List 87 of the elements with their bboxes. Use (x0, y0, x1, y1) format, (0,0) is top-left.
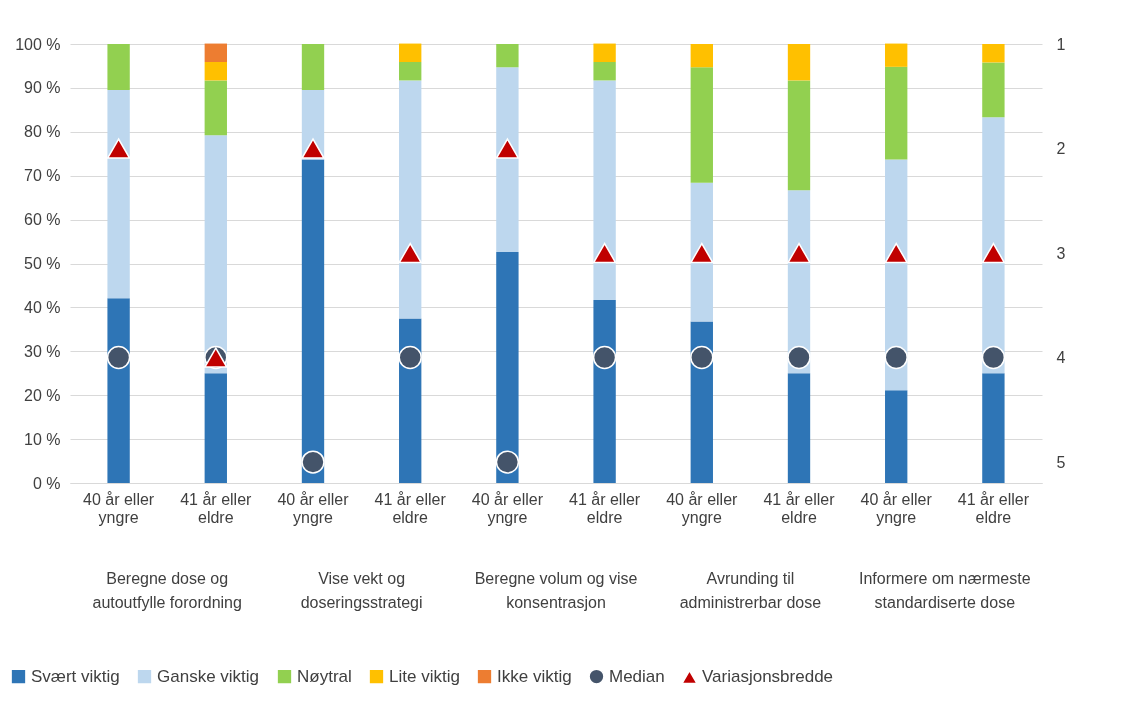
point (690, 242, 714, 264)
legend-label: Ganske viktig (157, 666, 260, 686)
y-tick-label: 90 % (24, 79, 61, 97)
bar (301, 44, 325, 91)
point (981, 242, 1006, 264)
x-tick-label: 40 år eller yngre (83, 490, 155, 526)
x-tick-label: 41 år eller eldre (957, 490, 1030, 526)
point (106, 138, 131, 159)
legend-label: Svært viktig (31, 666, 120, 686)
y2-tick-label: 3 (1056, 244, 1066, 262)
bar (204, 135, 227, 374)
y-tick-label: 60 % (24, 211, 61, 229)
bar (301, 159, 325, 483)
bar (885, 66, 908, 160)
point (592, 345, 617, 370)
bar (496, 252, 519, 483)
bar (204, 373, 227, 483)
y-tick-label: 20 % (24, 386, 61, 404)
point (690, 345, 714, 370)
point (301, 138, 325, 159)
point (301, 450, 325, 474)
text: Vise vekt og doseringsstrategi (300, 570, 423, 611)
y-tick-label: 100 % (15, 35, 61, 53)
text: Beregne volum og vise konsentrasjon (474, 570, 638, 611)
bar (496, 67, 519, 253)
point (398, 242, 422, 264)
y2-tick-label: 5 (1056, 453, 1066, 471)
bar (496, 44, 519, 68)
bar (107, 90, 130, 299)
legend-label: Median (609, 666, 665, 686)
y-tick-label: 50 % (24, 255, 61, 272)
legend-label: Lite viktig (389, 666, 460, 686)
bar (885, 390, 908, 483)
x-tick-label: 41 år eller eldre (180, 490, 253, 526)
bar (204, 43, 227, 62)
y-tick-label: 70 % (24, 167, 61, 185)
text: Avrunding til administrerbar dose (679, 570, 822, 611)
bar (399, 62, 422, 81)
x-tick-label: 41 år eller eldre (569, 490, 641, 526)
point (106, 345, 131, 370)
bar (885, 43, 908, 67)
bar (593, 62, 616, 81)
legend-label: Nøytral (297, 666, 352, 686)
text: Informere om nærmeste standardiserte dose (859, 570, 1031, 611)
y-tick-label: 10 % (24, 430, 61, 448)
bar (690, 67, 713, 183)
y2-tick-label: 2 (1056, 140, 1066, 158)
point (884, 345, 908, 370)
point (787, 345, 811, 370)
text: Beregne dose og autoutfylle forordning (92, 570, 242, 611)
point (495, 138, 520, 159)
x-tick-label: 40 år eller yngre (471, 490, 544, 526)
point (592, 242, 617, 264)
bar (399, 80, 422, 319)
point (495, 450, 520, 474)
bar (787, 80, 811, 191)
point (884, 242, 908, 264)
bar (982, 44, 1005, 63)
legend-label: Ikke viktig (497, 666, 572, 686)
y-tick-label: 80 % (24, 123, 61, 141)
bar (107, 298, 130, 483)
x-tick-label: 41 år eller eldre (374, 490, 447, 526)
y2-tick-label: 1 (1056, 35, 1066, 53)
x-tick-label: 40 år eller yngre (277, 490, 350, 526)
bar (593, 80, 616, 300)
point (981, 345, 1006, 370)
y-tick-label: 0 % (32, 474, 61, 492)
bar (690, 44, 713, 68)
y-tick-label: 40 % (24, 298, 61, 316)
bar (107, 44, 130, 91)
bar (787, 373, 811, 483)
bar (204, 62, 227, 81)
point (787, 242, 811, 264)
point (398, 345, 422, 370)
x-tick-label: 41 år eller eldre (763, 490, 836, 526)
y-tick-label: 30 % (24, 342, 61, 360)
bar (982, 62, 1005, 118)
bar (690, 182, 713, 322)
bar (399, 43, 422, 62)
bar (593, 43, 616, 62)
bar (982, 373, 1005, 483)
bar (787, 44, 811, 81)
x-tick-label: 40 år eller yngre (860, 490, 933, 526)
bar (204, 80, 227, 136)
x-tick-label: 40 år eller yngre (666, 490, 739, 526)
y2-tick-label: 4 (1056, 349, 1066, 367)
legend-label: Variasjonsbredde (702, 667, 834, 687)
